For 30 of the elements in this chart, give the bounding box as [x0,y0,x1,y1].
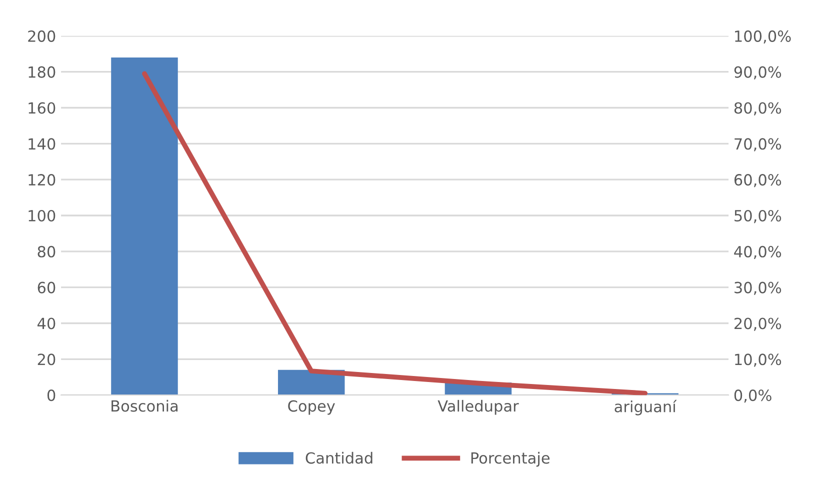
y-tick-label: 40 [37,318,56,330]
y2-tick-label: 0,0% [734,390,772,403]
y2-tick-label: 50,0% [734,210,782,224]
y-tick-label: 140 [28,138,56,150]
y-tick-label: 180 [28,66,56,78]
legend-label: Cantidad [306,452,372,464]
y-tick-label: 120 [28,174,56,186]
y2-tick-label: 40,0% [734,246,782,259]
y-tick-label: 200 [28,30,56,42]
line-series [142,71,648,396]
y-tick-label: 20 [38,354,56,366]
bar [111,57,178,396]
y2-tick-label: 80,0% [734,102,782,116]
x-tick-label: Bosconia [112,400,178,412]
y-tick-label: 100 [28,210,56,222]
x-tick-label: ariguaní [614,400,677,416]
y2-tick-label: 20,0% [734,318,782,331]
x-tick-label: Copey [288,400,335,415]
y2-tick-label: 60,0% [734,174,782,188]
legend-label: Porcentaje [471,452,550,467]
y2-tick-label: 70,0% [734,138,782,152]
y-tick-label: 0 [47,390,56,402]
x-tick-label: Valledupar [438,400,519,415]
y2-tick-label: 100,0% [735,30,791,44]
y-tick-label: 160 [28,102,56,114]
y2-tick-label: 90,0% [734,66,782,80]
y-tick-label: 80 [38,246,56,258]
y2-tick-label: 10,0% [735,354,782,367]
y2-tick-label: 30,0% [734,282,782,295]
y-tick-label: 60 [38,282,56,294]
